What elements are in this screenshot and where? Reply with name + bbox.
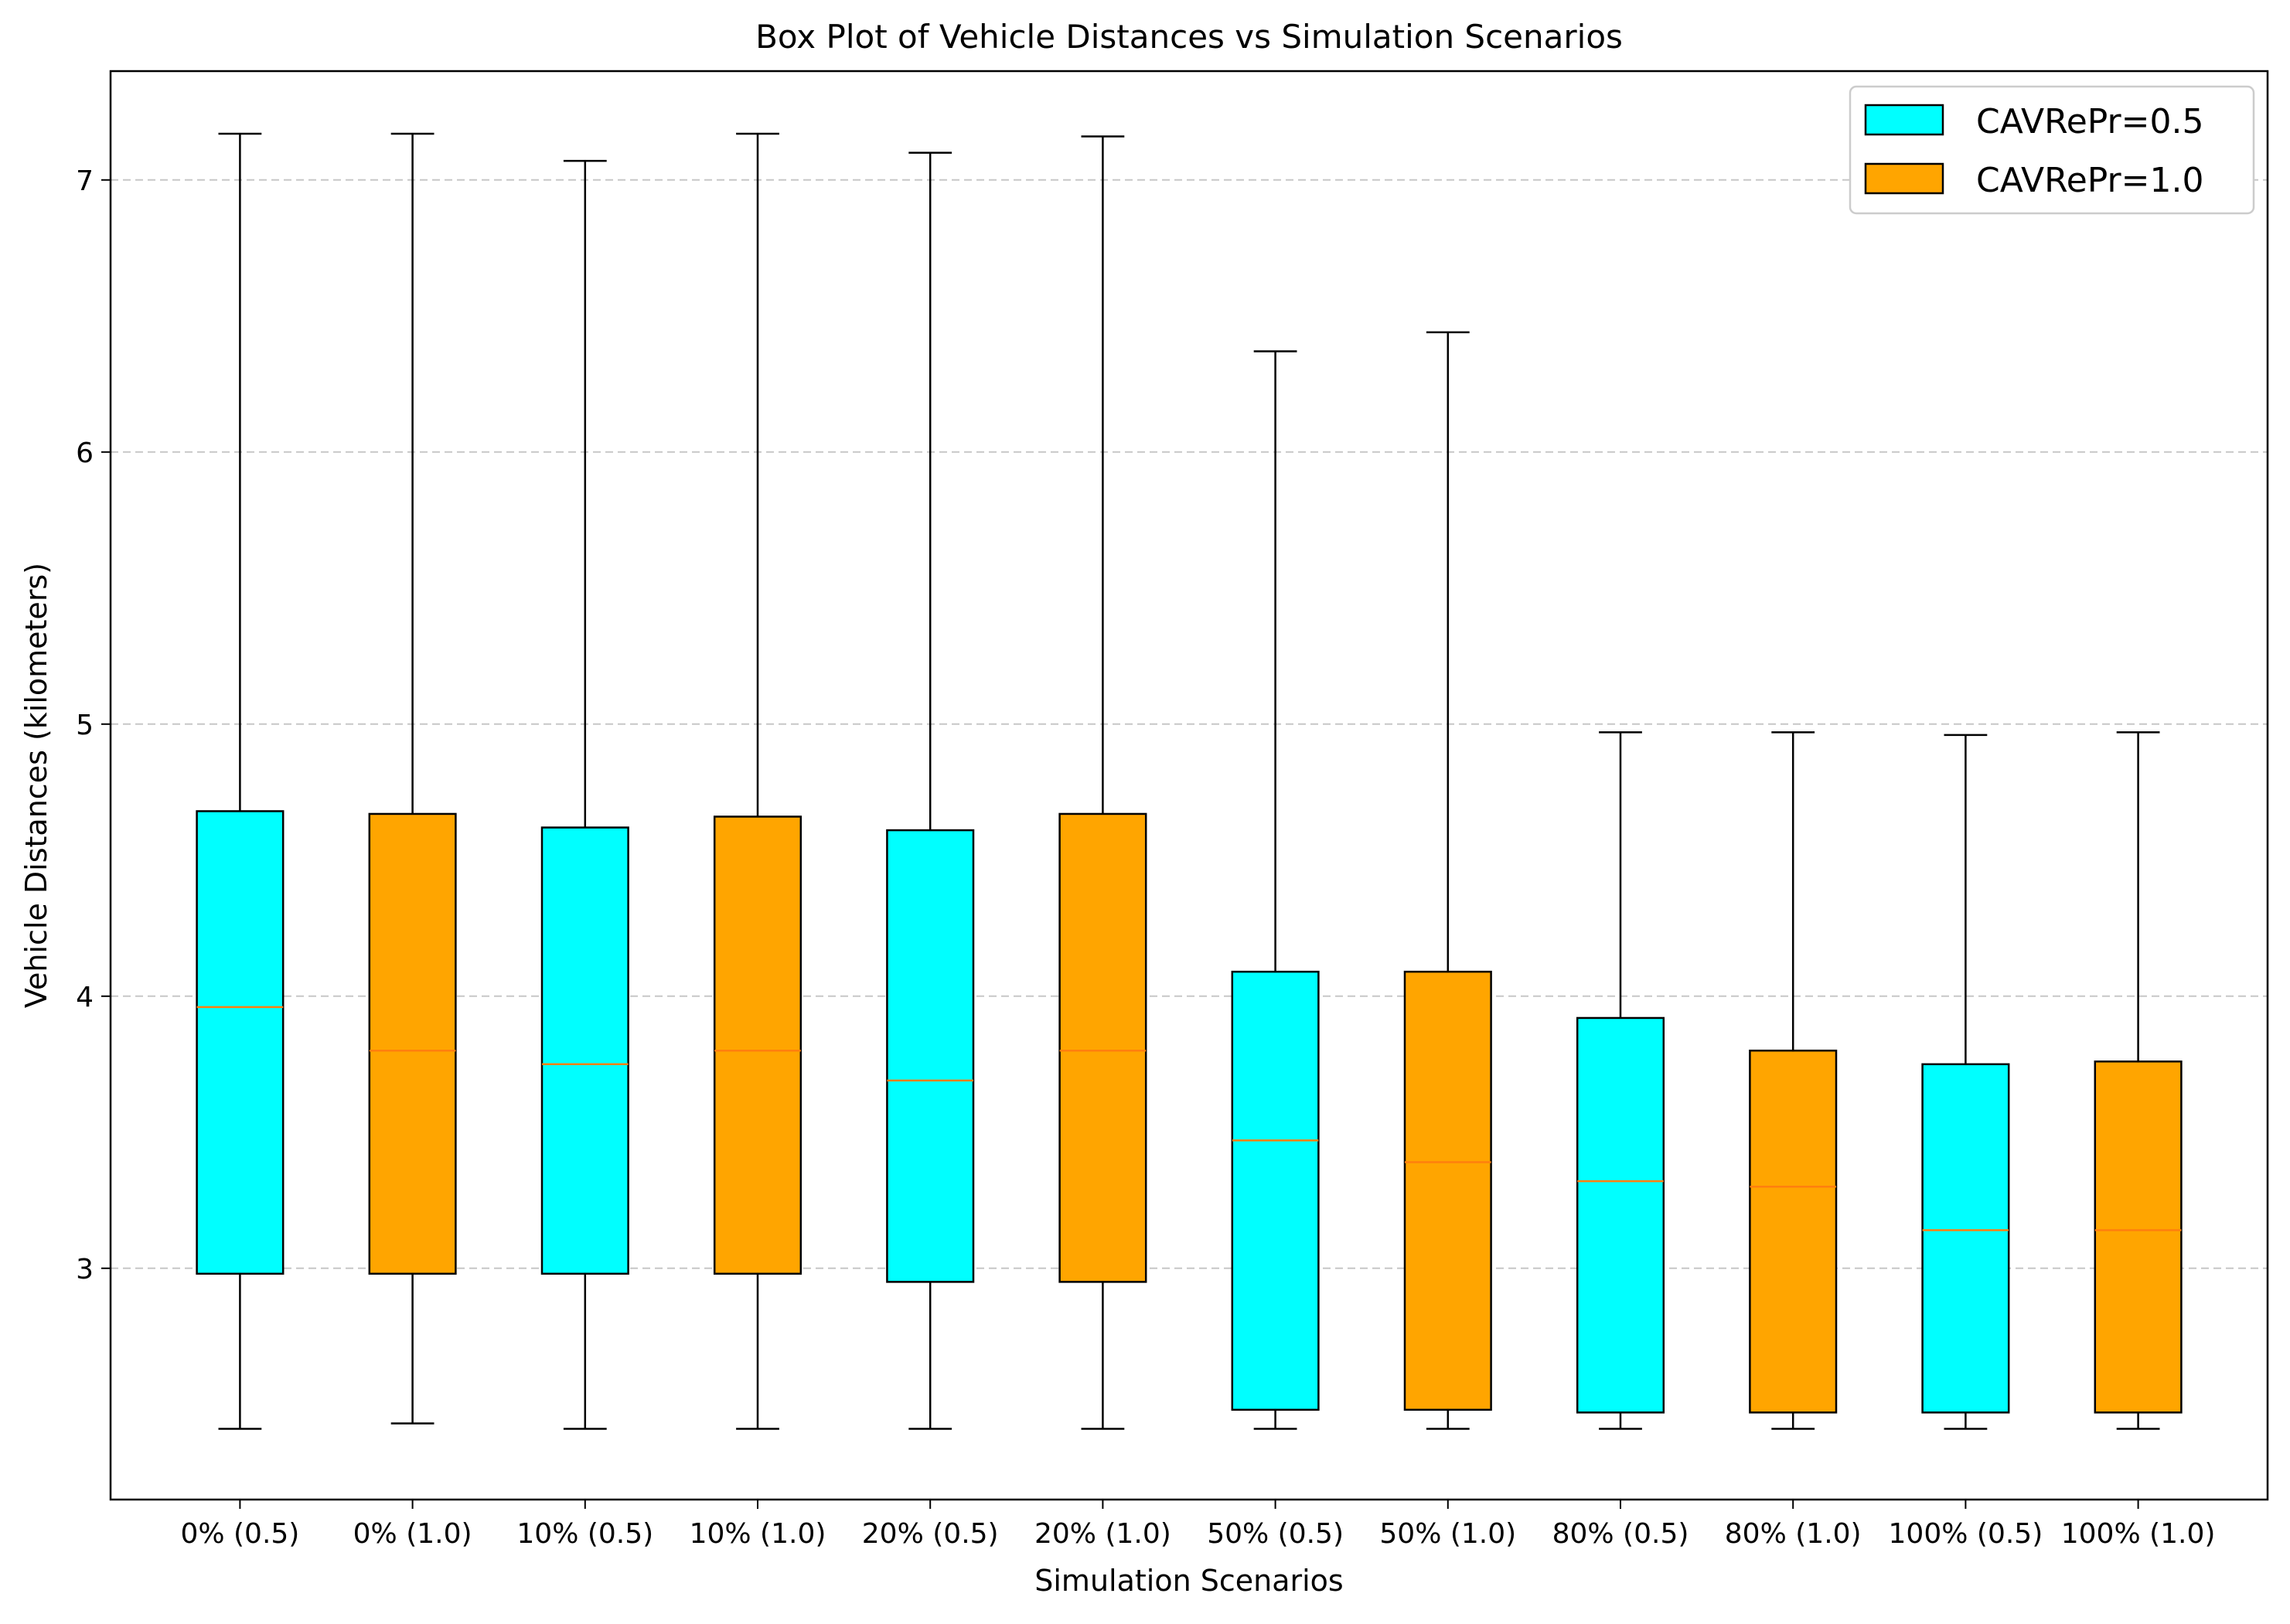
iqr-box — [196, 810, 285, 1275]
x-tick-label: 50% (0.5) — [1207, 1518, 1344, 1550]
plot-area-frame — [109, 70, 2269, 1501]
grid-layer — [111, 179, 2268, 1269]
box-4 — [713, 132, 803, 1430]
x-tick-label: 0% (1.0) — [353, 1518, 472, 1550]
legend-label-cavrepr-1-0: CAVRePr=1.0 — [1976, 161, 2203, 200]
x-axis-ticks: 0% (0.5) 0% (1.0) 10% (0.5) 10% (1.0) 20% (0… — [180, 1500, 2215, 1550]
x-tick-label: 20% (1.0) — [1034, 1518, 1171, 1550]
iqr-box — [368, 812, 457, 1275]
iqr-box — [713, 815, 803, 1275]
box-11 — [1921, 734, 2010, 1430]
box-5 — [886, 152, 975, 1430]
iqr-box — [1231, 970, 1320, 1411]
legend-swatch-cavrepr-1-0 — [1864, 162, 1944, 195]
legend-swatch-cavrepr-0-5 — [1864, 104, 1944, 136]
y-tick-label: 3 — [76, 1254, 94, 1285]
box-9 — [1576, 731, 1665, 1430]
y-tick-label: 6 — [76, 437, 94, 469]
legend-frame — [1849, 85, 2255, 215]
box-3 — [540, 159, 629, 1430]
x-tick-label: 10% (1.0) — [690, 1518, 826, 1550]
x-tick-label: 50% (1.0) — [1379, 1518, 1516, 1550]
box-layer — [196, 132, 2183, 1430]
x-tick-label: 100% (1.0) — [2061, 1518, 2216, 1550]
y-axis-label: Vehicle Distances (kilometers) — [19, 563, 53, 1008]
iqr-box — [540, 826, 629, 1275]
x-tick-label: 80% (1.0) — [1725, 1518, 1862, 1550]
iqr-box — [886, 829, 975, 1283]
box-8 — [1403, 331, 1492, 1430]
iqr-box — [1403, 970, 1492, 1411]
box-1 — [196, 132, 285, 1430]
x-tick-label: 20% (0.5) — [862, 1518, 999, 1550]
iqr-box — [2094, 1061, 2183, 1414]
x-tick-label: 80% (0.5) — [1552, 1518, 1689, 1550]
chart-title: Box Plot of Vehicle Distances vs Simulat… — [755, 18, 1623, 56]
box-6 — [1058, 135, 1147, 1430]
x-axis-label: Simulation Scenarios — [1034, 1564, 1343, 1598]
x-tick-label: 0% (0.5) — [180, 1518, 299, 1550]
x-tick-label: 10% (0.5) — [516, 1518, 653, 1550]
iqr-box — [1921, 1063, 2010, 1414]
y-tick-label: 4 — [76, 982, 94, 1013]
iqr-box — [1576, 1016, 1665, 1414]
box-7 — [1231, 350, 1320, 1430]
box-2 — [368, 132, 457, 1425]
box-12 — [2094, 731, 2183, 1430]
y-tick-label: 7 — [76, 165, 94, 197]
legend-label-cavrepr-0-5: CAVRePr=0.5 — [1976, 102, 2203, 141]
legend: CAVRePr=0.5 CAVRePr=1.0 — [1849, 85, 2255, 215]
iqr-box — [1058, 812, 1147, 1283]
y-tick-label: 5 — [76, 710, 94, 741]
box-10 — [1749, 731, 1838, 1430]
iqr-box — [1749, 1049, 1838, 1414]
y-axis-ticks: 3 4 5 6 7 — [76, 165, 111, 1285]
x-tick-label: 100% (0.5) — [1889, 1518, 2043, 1550]
